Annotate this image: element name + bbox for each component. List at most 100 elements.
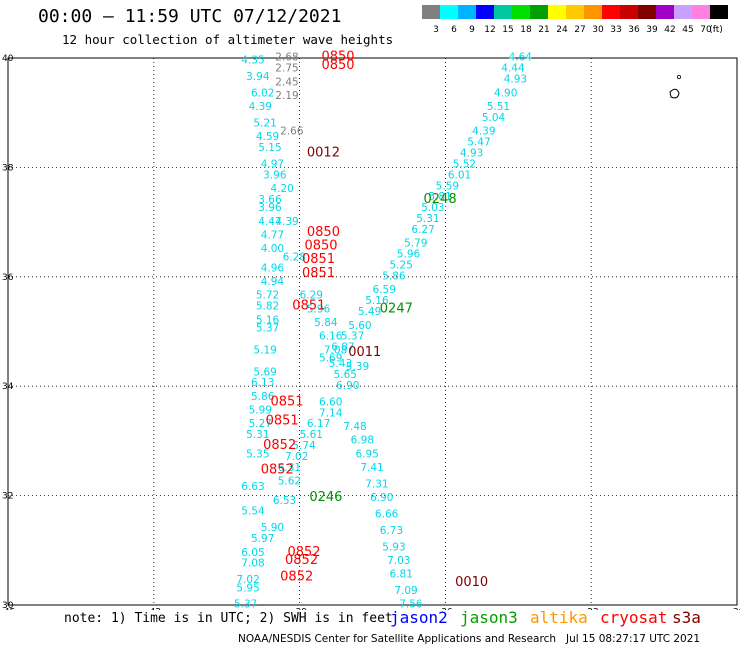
pass-time-label: 0852 <box>280 569 313 584</box>
swh-label: 4.94 <box>261 276 285 288</box>
lat-tick-label: 34 <box>2 382 14 392</box>
swh-label: 3.66 <box>258 194 282 206</box>
legend-cryosat: cryosat <box>600 608 668 627</box>
lon-tick-label: -42 <box>146 608 161 610</box>
island-outline <box>669 88 680 99</box>
swh-label: 6.59 <box>373 284 396 296</box>
swh-label: 7.56 <box>399 599 423 610</box>
swh-label: 7.02 <box>236 574 259 586</box>
colorbar-swatch <box>674 5 692 19</box>
swh-label: 5.59 <box>436 180 459 192</box>
colorbar-label: (ft) <box>709 25 723 35</box>
wave-height-map: -45 -42 -39 -36 -33 -30 40 38 36 34 32 30 4.35 3.94 6.… <box>1 50 740 610</box>
swh-label: 5.31 <box>246 429 269 441</box>
colorbar-label: 18 <box>520 25 532 35</box>
colorbar-swatch <box>422 5 440 19</box>
swh-label: 7.14 <box>319 407 343 419</box>
swh-label: 7.48 <box>343 421 366 433</box>
colorbar-swatch <box>620 5 638 19</box>
colorbar-label: 70 <box>700 25 712 35</box>
pass-time-label: 0851 <box>302 252 335 267</box>
swh-label: 4.93 <box>460 147 483 159</box>
swh-label: 6.60 <box>319 396 342 408</box>
swh-label: 4.44 <box>501 63 525 75</box>
lat-tick-label: 38 <box>2 163 14 173</box>
swh-label: 4.77 <box>261 230 284 242</box>
swh-label: 5.95 <box>236 582 259 594</box>
pass-time-label: 0850 <box>307 225 340 240</box>
swh-label: 4.20 <box>270 183 293 195</box>
swh-label: 5.86 <box>251 391 275 403</box>
footer-note: note: 1) Time is in UTC; 2) SWH is in fe… <box>64 611 393 626</box>
swh-label: 5.52 <box>453 158 476 170</box>
swh-colorbar: 3 6 9 12 15 18 21 24 27 30 33 36 39 42 45 70(ft) <box>422 5 728 35</box>
colorbar-label: 33 <box>610 25 621 35</box>
pass-time-label: 0852 <box>285 553 318 568</box>
swh-label: 3.96 <box>263 169 287 181</box>
swh-label: 5.19 <box>253 344 276 356</box>
swh-label: 6.13 <box>251 377 274 389</box>
colorbar-swatch <box>476 5 494 19</box>
lat-tick-label: 30 <box>2 601 14 610</box>
colorbar-swatch <box>494 5 512 19</box>
swh-label: 4.93 <box>504 74 527 86</box>
swh-label: 6.05 <box>241 547 264 559</box>
swh-label: 6.81 <box>390 569 413 581</box>
pass-time-label: 0246 <box>309 490 342 505</box>
swh-label: 5.99 <box>249 405 272 417</box>
swh-label: 5.39 <box>346 361 369 373</box>
swh-label: 2.66 <box>280 126 304 138</box>
colorbar-swatch <box>512 5 530 19</box>
pass-time-label: 0011 <box>348 345 381 360</box>
swh-label: 4.47 <box>258 216 281 228</box>
swh-label: 6.16 <box>319 331 343 343</box>
pass-time-label: 0851 <box>266 413 299 428</box>
swh-label: 6.73 <box>380 525 403 537</box>
swh-label: 6.63 <box>241 481 264 493</box>
swh-label: 5.25 <box>390 260 413 272</box>
colorbar-swatch <box>440 5 458 19</box>
colorbar-swatch <box>530 5 548 19</box>
pass-time-label: 0850 <box>304 238 337 253</box>
pass-time-label: 0248 <box>424 192 457 207</box>
swh-label: 4.35 <box>241 54 264 66</box>
swh-label: 5.16 <box>256 314 280 326</box>
lat-tick-label: 40 <box>2 54 14 64</box>
swh-label: 3.96 <box>258 202 282 214</box>
swh-label: 7.08 <box>241 558 264 570</box>
swh-label: 6.02 <box>251 87 274 99</box>
colorbar-label: 9 <box>469 25 475 35</box>
legend-s3a: s3a <box>672 608 701 627</box>
swh-label: 6.90 <box>370 492 393 504</box>
swh-label: 6.95 <box>355 448 378 460</box>
swh-label: 5.15 <box>258 142 281 154</box>
colorbar-label: 45 <box>682 25 693 35</box>
swh-label: 7.41 <box>360 462 383 474</box>
island-outline <box>677 75 682 80</box>
lon-tick-label: -39 <box>292 608 307 610</box>
swh-label: 5.35 <box>246 448 269 460</box>
pass-time-label: 0851 <box>302 266 335 281</box>
swh-label: 5.81 <box>428 191 451 203</box>
swh-label: 5.21 <box>253 117 276 129</box>
legend-altika: altika <box>530 608 588 627</box>
lat-tick-label: 32 <box>2 492 13 502</box>
colorbar-label: 15 <box>502 25 513 35</box>
legend-jason2: jason2 <box>390 608 448 627</box>
pass-time-label: 0247 <box>380 301 413 316</box>
swh-label: 5.16 <box>365 295 389 307</box>
pass-time-label: 0850 <box>321 58 354 73</box>
swh-label: 4.39 <box>275 216 298 228</box>
swh-label: 5.03 <box>421 202 444 214</box>
lat-tick-label: 36 <box>2 273 14 283</box>
swh-label: 6.01 <box>448 169 471 181</box>
map-frame <box>7 57 738 606</box>
colorbar-swatch <box>656 5 674 19</box>
colorbar-swatch <box>566 5 584 19</box>
colorbar-swatch <box>638 5 656 19</box>
colorbar-label: 12 <box>484 25 495 35</box>
colorbar-swatch <box>602 5 620 19</box>
swh-label: 7.09 <box>394 585 417 597</box>
swh-label: 5.37 <box>341 331 364 343</box>
swh-label: 5.90 <box>261 522 284 534</box>
